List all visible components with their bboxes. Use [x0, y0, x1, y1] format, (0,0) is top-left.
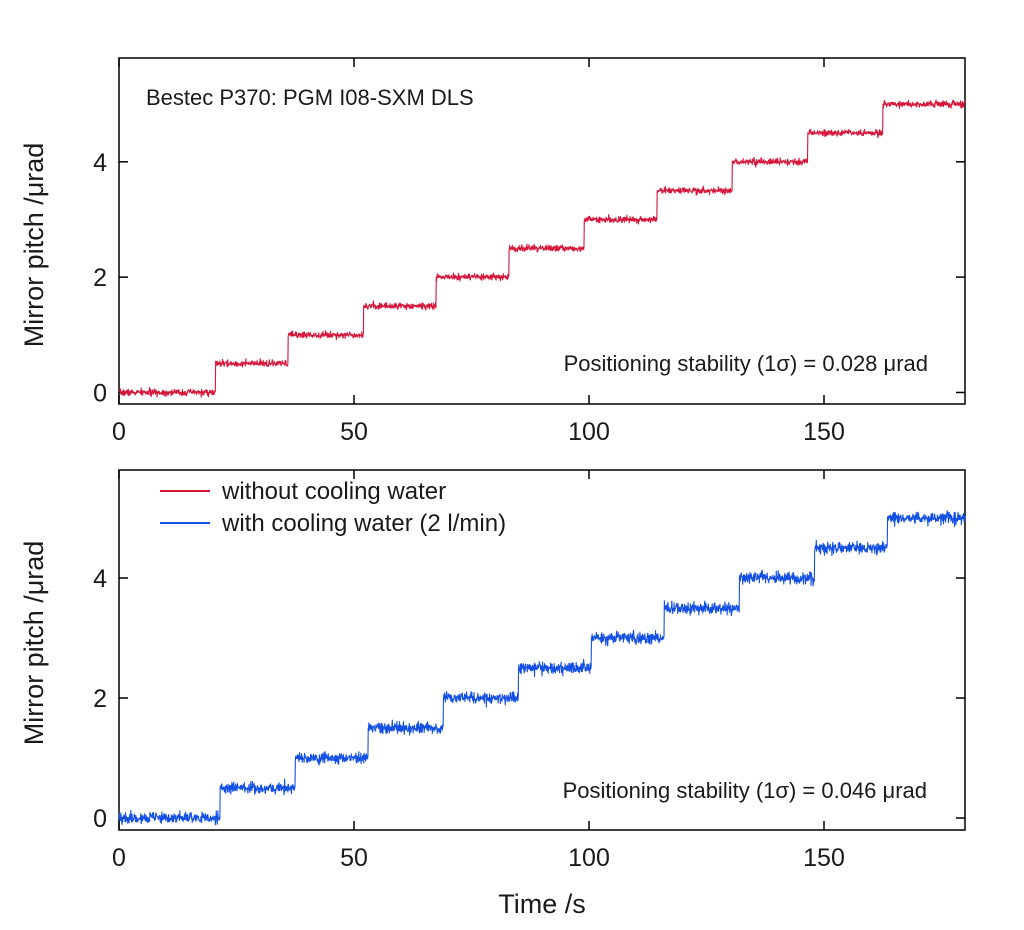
bottom-series-line	[118, 510, 966, 826]
bottom-x-tick-label: 150	[803, 844, 845, 872]
bottom-x-tick-label: 100	[568, 844, 610, 872]
top-stability-annotation: Positioning stability (1σ) = 0.028 μrad	[564, 351, 928, 376]
top-series-group	[118, 99, 966, 398]
top-series-line	[118, 99, 966, 398]
legend: without cooling water with cooling water…	[160, 478, 506, 537]
top-y-tick-label: 0	[93, 379, 107, 407]
x-axis-label: Time /s	[498, 889, 586, 919]
top-ticks: 0 50 100 150 0 2 4	[93, 58, 965, 446]
bottom-y-tick-label: 0	[93, 805, 107, 833]
bottom-series-group	[118, 510, 966, 826]
top-panel: 0 50 100 150 0 2 4 Bestec P370: PGM I08-SXM DL…	[19, 57, 966, 446]
bottom-ticks: 0 50 100 150 0 2 4	[93, 470, 965, 872]
top-x-tick-label: 0	[112, 418, 126, 446]
top-y-axis-label: Mirror pitch /μrad	[19, 143, 49, 348]
bottom-plot-frame	[118, 469, 966, 831]
top-y-tick-label: 2	[93, 264, 107, 292]
top-plot-frame	[118, 57, 966, 405]
legend-label-without-cooling: without cooling water	[221, 478, 446, 505]
top-y-tick-label: 4	[93, 149, 107, 177]
top-x-tick-label: 100	[568, 418, 610, 446]
bottom-y-tick-label: 2	[93, 685, 107, 713]
legend-label-with-cooling: with cooling water (2 l/min)	[221, 510, 506, 537]
bottom-panel: 0 50 100 150 0 2 4 Positioning stability (1σ) …	[19, 469, 966, 919]
top-x-tick-label: 50	[340, 418, 368, 446]
bottom-stability-annotation: Positioning stability (1σ) = 0.046 μrad	[563, 778, 927, 803]
bottom-y-tick-label: 4	[93, 565, 107, 593]
bottom-x-tick-label: 0	[112, 844, 126, 872]
bottom-y-axis-label: Mirror pitch /μrad	[19, 541, 49, 746]
top-title-annotation: Bestec P370: PGM I08-SXM DLS	[146, 85, 474, 110]
bottom-x-tick-label: 50	[340, 844, 368, 872]
top-x-tick-label: 150	[803, 418, 845, 446]
